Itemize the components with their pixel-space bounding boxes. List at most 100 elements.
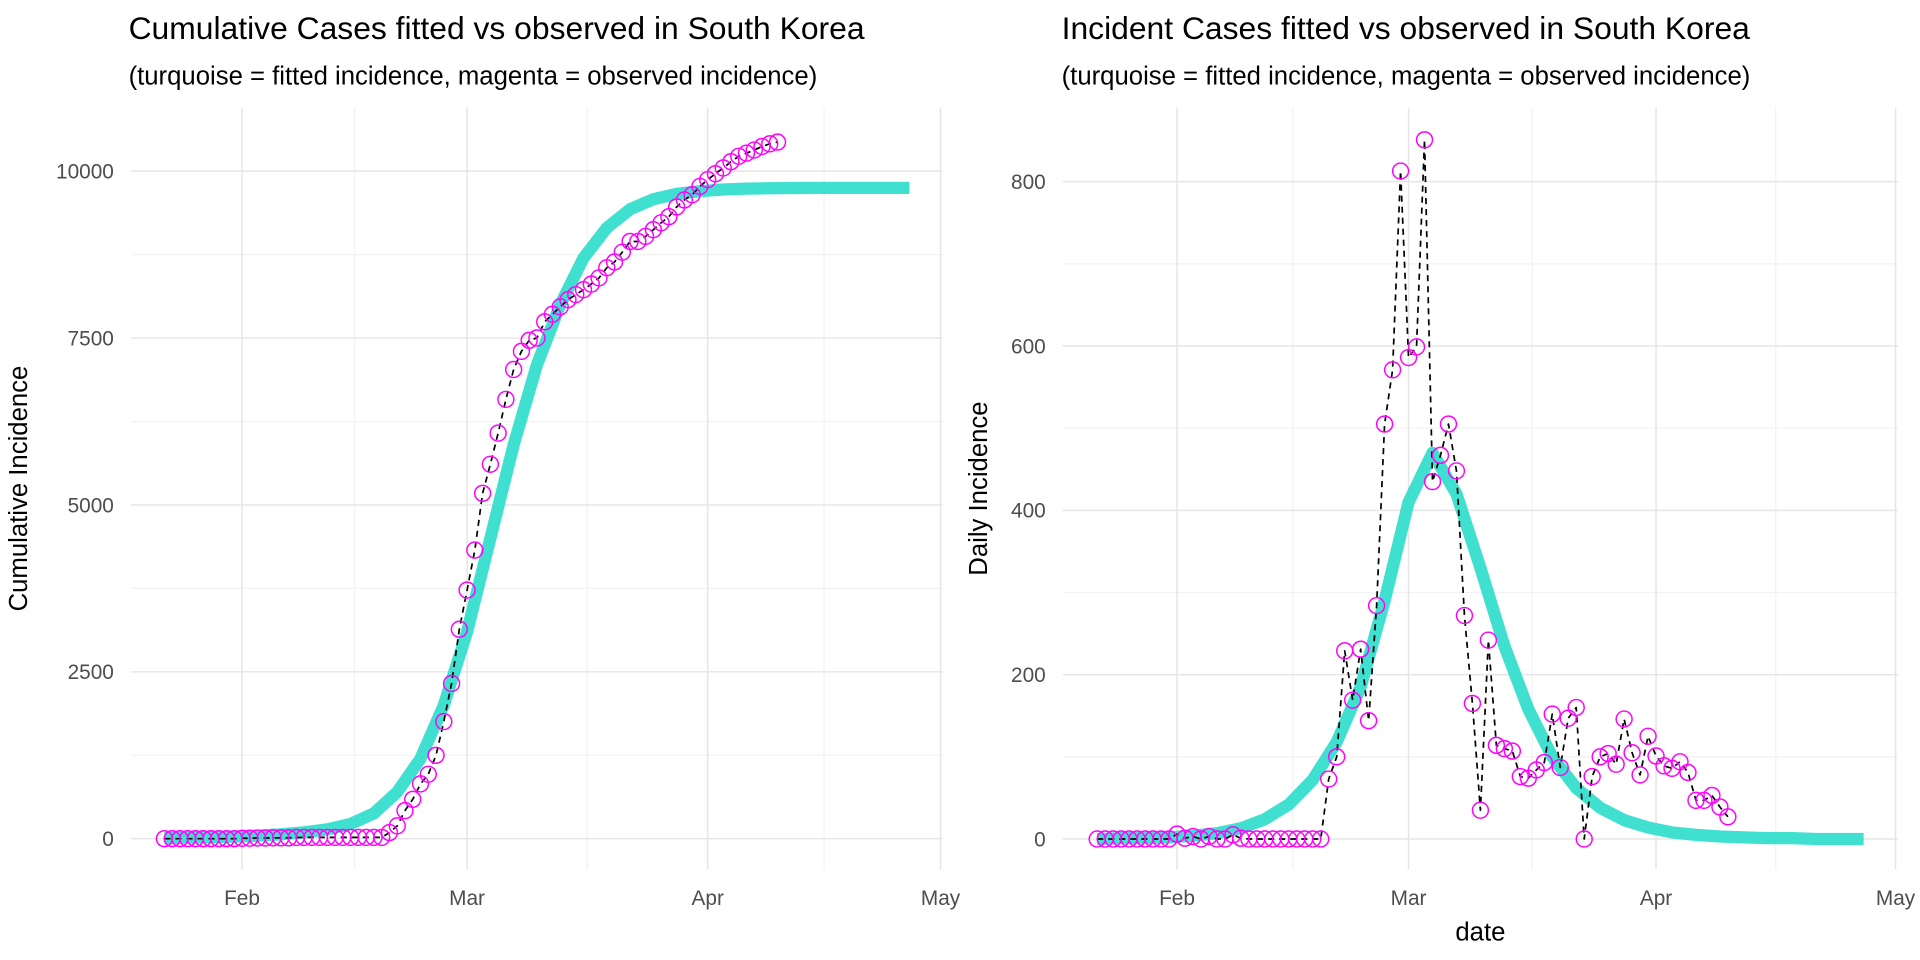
observed-point xyxy=(737,144,756,162)
observed-point xyxy=(1479,631,1498,649)
observed-point xyxy=(489,424,507,442)
observed-point xyxy=(1607,755,1625,773)
observed-point xyxy=(1304,830,1322,848)
panel: Cumulative Cases fitted vs observed in S… xyxy=(5,10,961,910)
observed-point xyxy=(1375,415,1394,433)
observed-point xyxy=(753,137,771,156)
chart-title: Cumulative Cases fitted vs observed in S… xyxy=(129,10,865,46)
observed-point xyxy=(1423,472,1442,491)
observed-point xyxy=(1351,640,1370,658)
observed-point xyxy=(1343,691,1362,709)
observed-point xyxy=(1495,739,1514,758)
chart-subtitle: (turquoise = fitted incidence, magenta =… xyxy=(1062,62,1751,90)
observed-point xyxy=(497,390,515,409)
y-tick-label: 7500 xyxy=(68,327,114,350)
observed-point xyxy=(528,329,546,347)
observed-point xyxy=(442,674,461,693)
observed-point xyxy=(745,141,763,159)
observed-point xyxy=(1623,744,1641,762)
observed-point xyxy=(520,331,538,350)
observed-point xyxy=(1407,338,1426,356)
y-tick-label: 5000 xyxy=(68,494,114,517)
chart-title: Incident Cases fitted vs observed in Sou… xyxy=(1062,10,1751,46)
y-tick-label: 2500 xyxy=(68,661,114,684)
y-tick-label: 800 xyxy=(1011,171,1046,194)
observed-point xyxy=(761,135,779,153)
observed-point xyxy=(1312,830,1330,848)
observed-point xyxy=(404,790,422,808)
observed-point xyxy=(1551,758,1569,777)
observed-point xyxy=(1543,705,1561,723)
observed-point xyxy=(458,581,476,599)
observed-point xyxy=(1391,162,1410,180)
observed-point xyxy=(1535,753,1553,772)
y-tick-label: 0 xyxy=(1034,828,1046,851)
observed-point xyxy=(1639,727,1657,745)
observed-point xyxy=(450,620,469,638)
observed-point xyxy=(1591,748,1609,766)
y-axis-label: Daily Incidence xyxy=(965,401,993,575)
observed-point xyxy=(1415,131,1434,149)
observed-point xyxy=(768,133,787,151)
observed-point xyxy=(1447,462,1466,480)
observed-point xyxy=(1383,361,1402,379)
observed-point xyxy=(621,232,639,251)
x-tick-label: May xyxy=(921,887,961,910)
observed-point xyxy=(1575,830,1593,848)
observed-point xyxy=(1463,694,1482,713)
y-tick-label: 600 xyxy=(1011,335,1046,358)
observed-point xyxy=(1328,748,1346,766)
observed-point xyxy=(466,541,484,559)
observed-point xyxy=(1703,786,1721,805)
observed-point xyxy=(1583,767,1601,786)
observed-point xyxy=(1224,826,1242,844)
x-tick-label: Mar xyxy=(449,887,485,910)
observed-point xyxy=(1471,801,1490,819)
observed-point xyxy=(1208,830,1226,848)
observed-line xyxy=(164,141,778,840)
x-tick-label: Apr xyxy=(692,887,724,910)
observed-point xyxy=(1439,415,1458,433)
observed-point xyxy=(388,817,406,835)
observed-point xyxy=(504,360,523,379)
x-tick-label: Feb xyxy=(1159,887,1195,910)
observed-point xyxy=(473,484,492,503)
observed-point xyxy=(1503,742,1522,760)
y-axis-label: Cumulative Incidence xyxy=(5,366,33,612)
y-tick-label: 400 xyxy=(1011,500,1046,523)
chart-subtitle: (turquoise = fitted incidence, magenta =… xyxy=(129,62,818,90)
y-tick-label: 10000 xyxy=(56,161,114,184)
observed-point xyxy=(1559,709,1577,727)
observed-point xyxy=(1687,791,1705,810)
x-tick-label: Feb xyxy=(224,887,260,910)
observed-point xyxy=(1487,736,1506,755)
observed-point xyxy=(730,147,748,165)
x-tick-label: Apr xyxy=(1640,887,1672,910)
observed-point xyxy=(365,828,383,847)
observed-point xyxy=(1431,446,1450,464)
observed-point xyxy=(411,775,430,793)
x-axis-label: date xyxy=(1455,918,1505,946)
observed-point xyxy=(1655,757,1673,775)
observed-point xyxy=(1320,770,1338,788)
observed-point xyxy=(1511,767,1530,786)
observed-point xyxy=(427,746,445,765)
panel: Incident Cases fitted vs observed in Sou… xyxy=(965,10,1916,946)
y-tick-label: 0 xyxy=(102,828,114,851)
x-tick-label: May xyxy=(1876,887,1916,910)
observed-point xyxy=(1152,830,1170,848)
x-tick-label: Mar xyxy=(1391,887,1427,910)
observed-point xyxy=(481,455,500,473)
observed-point xyxy=(1455,606,1474,625)
observed-point xyxy=(1631,766,1649,784)
observed-point xyxy=(1615,710,1633,728)
observed-point xyxy=(1367,596,1386,615)
observed-point xyxy=(435,712,453,731)
observed-point xyxy=(1679,763,1697,782)
observed-point xyxy=(419,765,437,783)
observed-point xyxy=(1359,711,1378,730)
observed-point xyxy=(1567,698,1585,717)
observed-point xyxy=(1719,808,1737,826)
